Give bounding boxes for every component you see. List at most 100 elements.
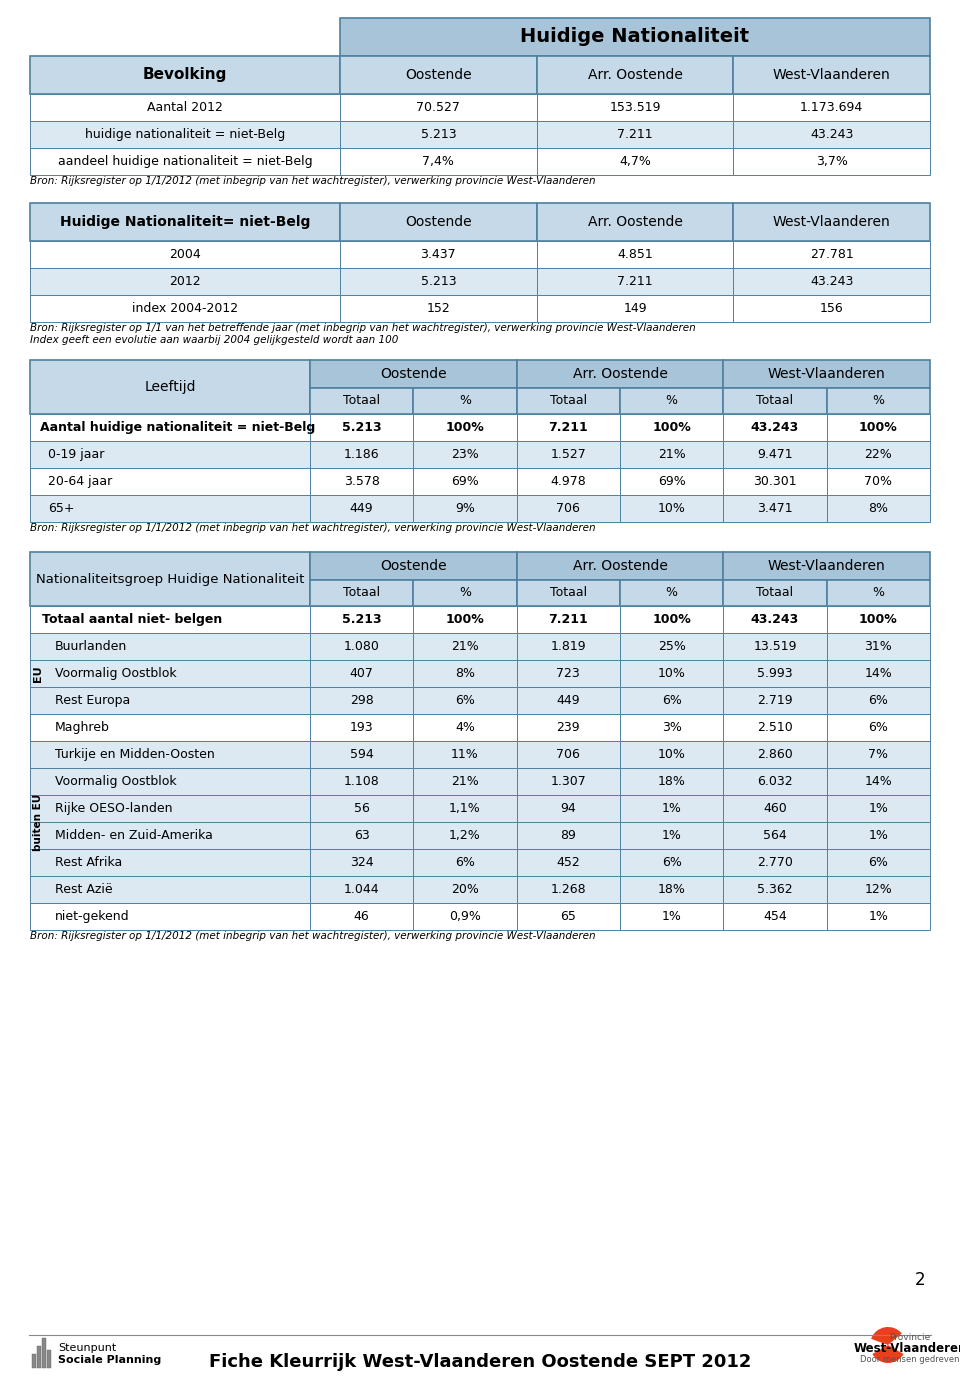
Text: 1,2%: 1,2%: [449, 830, 481, 842]
Text: 7.211: 7.211: [548, 421, 588, 434]
Text: 5.993: 5.993: [757, 667, 793, 680]
Bar: [723, 876, 827, 902]
Bar: [537, 269, 733, 295]
Text: 1.108: 1.108: [344, 775, 379, 788]
Bar: [414, 687, 516, 713]
Bar: [310, 606, 414, 632]
Text: 1.819: 1.819: [550, 639, 587, 653]
Bar: [516, 823, 620, 849]
Text: 100%: 100%: [859, 613, 898, 625]
Text: Arr. Oostende: Arr. Oostende: [588, 215, 683, 229]
Bar: [516, 606, 620, 632]
Bar: [827, 823, 930, 849]
Bar: [537, 94, 733, 120]
Text: 23%: 23%: [451, 448, 479, 462]
Text: 193: 193: [349, 720, 373, 734]
Bar: [516, 849, 620, 876]
Text: Arr. Oostende: Arr. Oostende: [572, 367, 667, 381]
Bar: [537, 120, 733, 148]
Text: Oostende: Oostende: [405, 69, 471, 83]
Bar: [30, 269, 340, 295]
Text: Bron: Rijksregister op 1/1/2012 (met inbegrip van het wachtregister), verwerking: Bron: Rijksregister op 1/1/2012 (met inb…: [30, 523, 595, 533]
Bar: [30, 203, 340, 241]
Bar: [30, 120, 340, 148]
Bar: [30, 414, 310, 441]
Text: 65: 65: [561, 909, 576, 923]
Bar: [30, 632, 310, 660]
Text: 1.527: 1.527: [550, 448, 587, 462]
Text: Oostende: Oostende: [405, 215, 471, 229]
Text: 706: 706: [557, 502, 580, 515]
Text: Totaal: Totaal: [756, 586, 794, 600]
Bar: [516, 581, 620, 606]
Text: West-Vlaanderen: West-Vlaanderen: [773, 215, 891, 229]
Bar: [47, 1350, 51, 1368]
Bar: [516, 795, 620, 823]
Bar: [620, 795, 723, 823]
Text: 14%: 14%: [864, 667, 892, 680]
Bar: [620, 469, 723, 495]
Text: 7.211: 7.211: [617, 127, 653, 141]
Text: 6%: 6%: [455, 856, 475, 869]
Text: 6.032: 6.032: [757, 775, 793, 788]
Bar: [30, 94, 340, 120]
Bar: [30, 441, 310, 469]
Bar: [37, 1346, 41, 1368]
Text: West-Vlaanderen: West-Vlaanderen: [773, 69, 891, 83]
Text: 1.307: 1.307: [550, 775, 587, 788]
Bar: [620, 495, 723, 522]
Text: 65+: 65+: [48, 502, 75, 515]
Bar: [414, 632, 516, 660]
Text: Leeftijd: Leeftijd: [144, 381, 196, 395]
Text: 43.243: 43.243: [810, 276, 853, 288]
Text: Steunpunt: Steunpunt: [58, 1343, 116, 1353]
Bar: [723, 388, 827, 414]
Text: 70.527: 70.527: [417, 101, 460, 113]
Bar: [620, 388, 723, 414]
Text: 6%: 6%: [869, 856, 888, 869]
Bar: [30, 713, 310, 741]
Text: Huidige Nationaliteit= niet-Belg: Huidige Nationaliteit= niet-Belg: [60, 215, 310, 229]
Bar: [310, 581, 414, 606]
Bar: [827, 441, 930, 469]
Text: 2.860: 2.860: [757, 748, 793, 761]
Bar: [310, 795, 414, 823]
Text: 100%: 100%: [445, 613, 485, 625]
Text: 3.471: 3.471: [757, 502, 793, 515]
Bar: [723, 414, 827, 441]
Text: 3.437: 3.437: [420, 248, 456, 262]
Bar: [733, 241, 930, 269]
Text: 43.243: 43.243: [751, 421, 799, 434]
Text: West-Vlaanderen: West-Vlaanderen: [768, 560, 885, 574]
Bar: [30, 768, 310, 795]
Text: Midden- en Zuid-Amerika: Midden- en Zuid-Amerika: [55, 830, 213, 842]
Text: Rijke OESO-landen: Rijke OESO-landen: [55, 802, 173, 816]
Text: Fiche Kleurrijk West-Vlaanderen Oostende SEPT 2012: Fiche Kleurrijk West-Vlaanderen Oostende…: [209, 1353, 751, 1371]
Text: 452: 452: [557, 856, 580, 869]
Text: 10%: 10%: [658, 667, 685, 680]
Text: 460: 460: [763, 802, 787, 816]
Text: 69%: 69%: [658, 476, 685, 488]
Text: 5.213: 5.213: [342, 421, 381, 434]
Bar: [723, 795, 827, 823]
Text: aandeel huidige nationaliteit = niet-Belg: aandeel huidige nationaliteit = niet-Bel…: [58, 155, 312, 168]
Text: 69%: 69%: [451, 476, 479, 488]
Text: 6%: 6%: [869, 720, 888, 734]
Bar: [620, 741, 723, 768]
Text: 89: 89: [561, 830, 576, 842]
Bar: [723, 741, 827, 768]
Bar: [32, 1354, 36, 1368]
Bar: [827, 768, 930, 795]
Text: Maghreb: Maghreb: [55, 720, 109, 734]
Bar: [733, 56, 930, 94]
Bar: [723, 553, 930, 581]
Text: 22%: 22%: [864, 448, 892, 462]
Bar: [827, 581, 930, 606]
Bar: [723, 902, 827, 930]
Text: 723: 723: [557, 667, 580, 680]
Bar: [340, 56, 537, 94]
Bar: [723, 660, 827, 687]
Text: Voormalig Oostblok: Voormalig Oostblok: [55, 775, 177, 788]
Text: Buurlanden: Buurlanden: [55, 639, 128, 653]
Bar: [414, 495, 516, 522]
